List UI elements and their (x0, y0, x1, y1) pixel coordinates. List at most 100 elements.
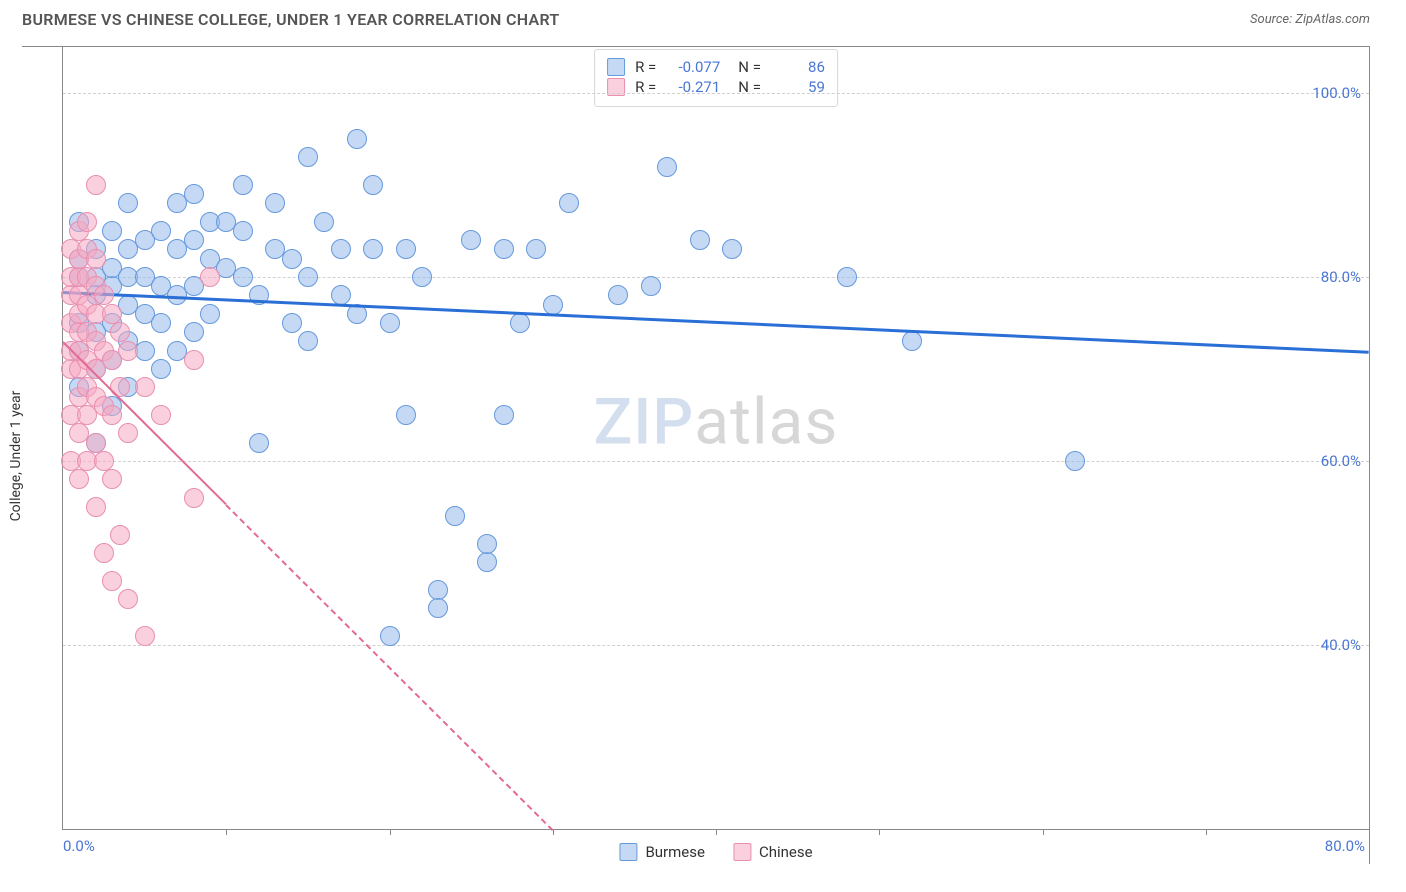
data-point (110, 377, 130, 397)
data-point (94, 543, 114, 563)
data-point (151, 405, 171, 425)
data-point (200, 304, 220, 324)
data-point (135, 377, 155, 397)
x-tick (1043, 829, 1044, 835)
data-point (690, 230, 710, 250)
source-attribution: Source: ZipAtlas.com (1250, 12, 1370, 27)
data-point (608, 285, 628, 305)
data-point (363, 175, 383, 195)
data-point (331, 239, 351, 259)
data-point (151, 359, 171, 379)
data-point (461, 230, 481, 250)
x-tick (390, 829, 391, 835)
data-point (151, 221, 171, 241)
data-point (94, 451, 114, 471)
data-point (396, 239, 416, 259)
data-point (102, 571, 122, 591)
data-point (200, 267, 220, 287)
gridline-h (63, 645, 1369, 646)
data-point (86, 175, 106, 195)
data-point (118, 423, 138, 443)
legend-label-chinese: Chinese (759, 843, 813, 861)
legend-swatch-chinese (733, 843, 751, 861)
data-point (282, 313, 302, 333)
data-point (282, 249, 302, 269)
data-point (543, 295, 563, 315)
data-point (69, 469, 89, 489)
data-point (118, 341, 138, 361)
data-point (380, 313, 400, 333)
data-point (265, 193, 285, 213)
watermark: ZIPatlas (594, 385, 839, 460)
gridline-h (63, 461, 1369, 462)
data-point (1065, 451, 1085, 471)
data-point (298, 267, 318, 287)
data-point (135, 626, 155, 646)
correlation-stats-box: R = -0.077 N = 86 R = -0.271 N = 59 (594, 49, 838, 107)
data-point (110, 525, 130, 545)
x-tick (716, 829, 717, 835)
data-point (110, 322, 130, 342)
data-point (428, 598, 448, 618)
y-tick-label: 100.0% (1312, 84, 1361, 102)
data-point (118, 589, 138, 609)
data-point (184, 230, 204, 250)
n-value-burmese: 86 (769, 58, 825, 76)
legend-item-chinese: Chinese (733, 843, 813, 861)
data-point (102, 304, 122, 324)
x-origin-label: 0.0% (63, 837, 95, 855)
data-point (428, 580, 448, 600)
data-point (445, 506, 465, 526)
data-point (363, 239, 383, 259)
data-point (233, 267, 253, 287)
data-point (396, 405, 416, 425)
x-tick (1206, 829, 1207, 835)
data-point (102, 221, 122, 241)
data-point (184, 350, 204, 370)
data-point (184, 184, 204, 204)
data-point (902, 331, 922, 351)
data-point (77, 212, 97, 232)
y-tick-label: 60.0% (1321, 452, 1361, 470)
x-tick (879, 829, 880, 835)
gridline-h (63, 277, 1369, 278)
data-point (641, 276, 661, 296)
trend-line (226, 504, 554, 830)
data-point (233, 221, 253, 241)
data-point (477, 552, 497, 572)
data-point (233, 175, 253, 195)
data-point (347, 129, 367, 149)
data-point (102, 405, 122, 425)
legend: Burmese Chinese (619, 843, 812, 861)
data-point (102, 469, 122, 489)
r-value-burmese: -0.077 (664, 58, 720, 76)
x-tick (553, 829, 554, 835)
data-point (380, 626, 400, 646)
data-point (86, 249, 106, 269)
data-point (494, 405, 514, 425)
data-point (184, 322, 204, 342)
gridline-h (63, 93, 1369, 94)
data-point (86, 433, 106, 453)
data-point (494, 239, 514, 259)
legend-swatch-burmese (619, 843, 637, 861)
data-point (184, 488, 204, 508)
plot-area: ZIPatlas R = -0.077 N = 86 R = -0.271 N … (62, 47, 1369, 830)
data-point (477, 534, 497, 554)
data-point (94, 285, 114, 305)
data-point (837, 267, 857, 287)
data-point (412, 267, 432, 287)
data-point (86, 497, 106, 517)
data-point (722, 239, 742, 259)
swatch-burmese (607, 58, 625, 76)
chart-container: College, Under 1 year ZIPatlas R = -0.07… (22, 46, 1370, 864)
y-axis-label: College, Under 1 year (8, 390, 24, 521)
data-point (559, 193, 579, 213)
chart-title: BURMESE VS CHINESE COLLEGE, UNDER 1 YEAR… (22, 10, 560, 29)
x-tick (226, 829, 227, 835)
legend-label-burmese: Burmese (645, 843, 705, 861)
y-tick-label: 80.0% (1321, 268, 1361, 286)
y-tick-label: 40.0% (1321, 636, 1361, 654)
data-point (526, 239, 546, 259)
x-max-label: 80.0% (1325, 837, 1365, 855)
